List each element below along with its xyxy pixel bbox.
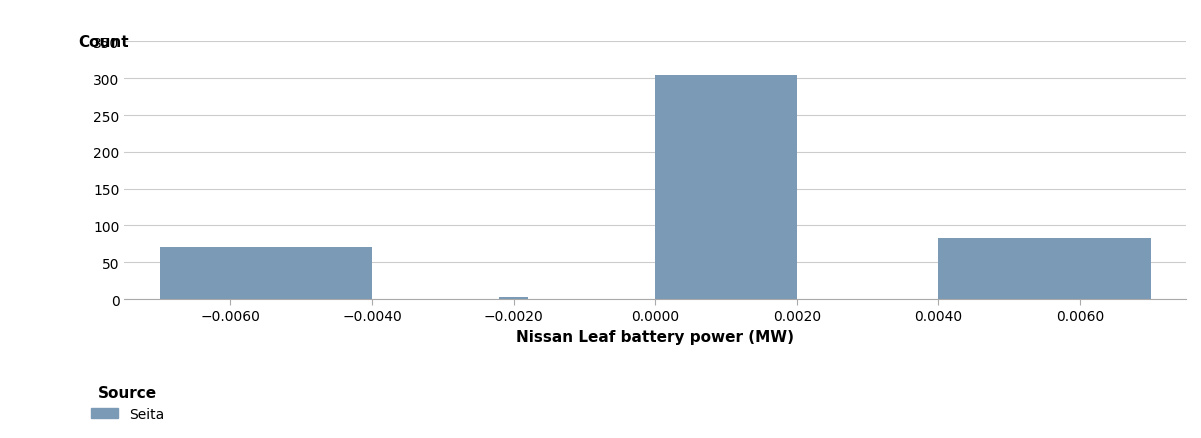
Text: Count: Count	[78, 35, 129, 50]
Bar	[160, 248, 372, 299]
Legend: Seita: Seita	[85, 380, 171, 427]
Bar	[938, 238, 1151, 299]
X-axis label: Nissan Leaf battery power (MW): Nissan Leaf battery power (MW)	[516, 329, 794, 344]
Bar	[500, 297, 527, 299]
Bar	[656, 75, 796, 299]
